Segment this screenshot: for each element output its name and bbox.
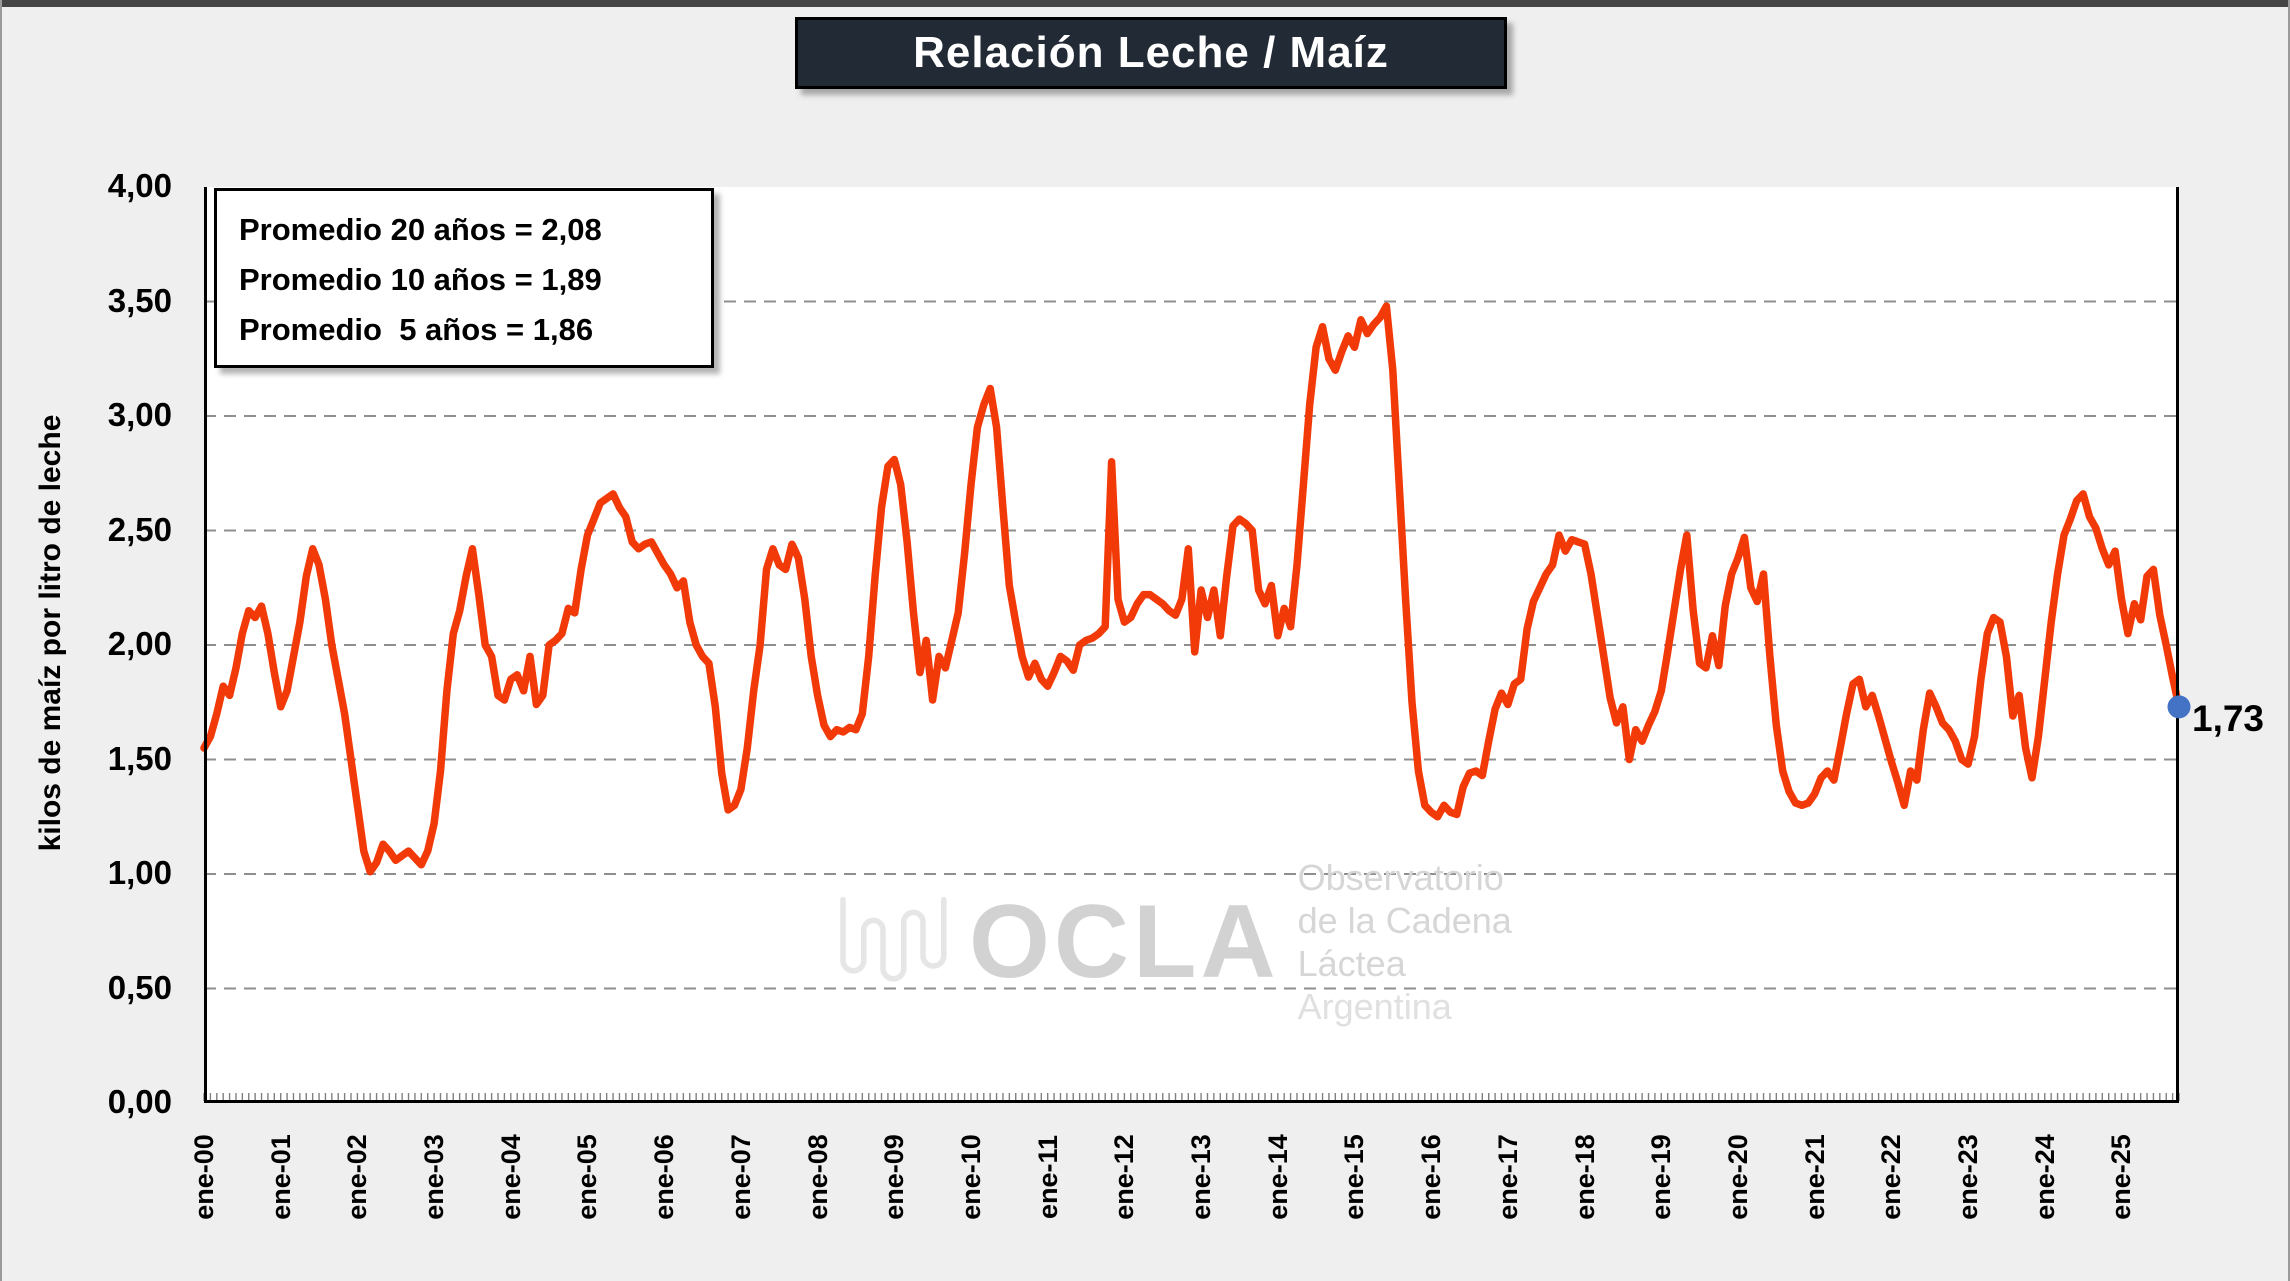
x-tick-label: ene-19 (1646, 1134, 1677, 1220)
x-tick-label: ene-15 (1339, 1134, 1370, 1220)
x-tick-label: ene-23 (1953, 1134, 1984, 1220)
y-tick-label: 0,00 (107, 1083, 172, 1120)
x-tick-label: ene-00 (189, 1134, 219, 1220)
last-point-marker (2167, 695, 2191, 719)
x-tick-label: ene-21 (1799, 1134, 1830, 1220)
x-tick-label: ene-18 (1569, 1134, 1600, 1220)
x-tick-label: ene-25 (2106, 1134, 2137, 1220)
x-tick-label: ene-14 (1262, 1134, 1293, 1220)
y-tick-label: 3,50 (107, 281, 172, 319)
averages-annotation-box: Promedio 20 años = 2,08 Promedio 10 años… (214, 188, 714, 368)
y-tick-label: 4,00 (107, 167, 172, 204)
x-tick-label: ene-08 (802, 1134, 833, 1220)
y-tick-label: 3,00 (107, 396, 172, 433)
x-tick-label: ene-11 (1032, 1134, 1063, 1220)
average-10-years: Promedio 10 años = 1,89 (239, 262, 602, 297)
x-tick-label: ene-16 (1416, 1134, 1447, 1220)
x-tick-label: ene-05 (572, 1134, 603, 1220)
average-20-years: Promedio 20 años = 2,08 (239, 212, 602, 247)
last-value-label: 1,73 (2192, 698, 2265, 739)
x-tick-label: ene-01 (265, 1134, 296, 1220)
x-tick-label: ene-09 (879, 1134, 910, 1220)
data-line (200, 302, 2183, 876)
x-tick-label: ene-03 (419, 1134, 450, 1220)
x-tick-label: ene-24 (2029, 1134, 2060, 1220)
y-tick-label: 1,50 (107, 739, 172, 777)
y-tick-label: 0,50 (107, 968, 172, 1006)
y-tick-label: 2,00 (107, 625, 172, 662)
x-tick-label: ene-06 (649, 1134, 680, 1220)
x-tick-label: ene-13 (1186, 1134, 1217, 1220)
chart-title: Relación Leche / Maíz (795, 17, 1507, 89)
x-tick-label: ene-04 (495, 1134, 526, 1220)
window-top-edge (2, 0, 2288, 7)
chart-title-text: Relación Leche / Maíz (913, 28, 1389, 77)
x-tick-label: ene-17 (1492, 1134, 1523, 1220)
x-tick-label: ene-10 (955, 1134, 986, 1220)
line-chart-canvas (200, 187, 2191, 1103)
y-tick-label: 2,50 (107, 510, 172, 548)
x-tick-label: ene-12 (1109, 1134, 1140, 1220)
x-tick-label: ene-20 (1722, 1134, 1753, 1220)
x-tick-label: ene-22 (1876, 1134, 1907, 1220)
y-tick-label: 1,00 (107, 854, 172, 891)
x-tick-label: ene-07 (725, 1134, 756, 1220)
average-5-years: Promedio 5 años = 1,86 (239, 312, 594, 347)
x-tick-label: ene-02 (342, 1134, 373, 1220)
